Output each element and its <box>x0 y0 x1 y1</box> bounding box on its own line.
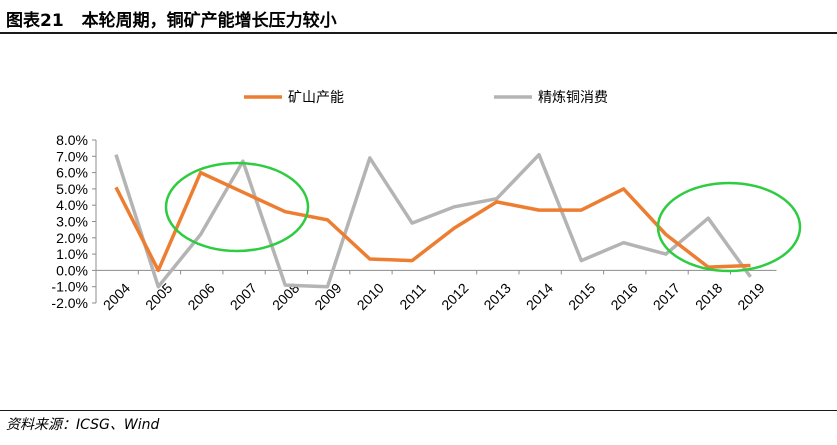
x-tick-label: 2011 <box>396 280 429 313</box>
highlight-ellipse <box>656 181 802 273</box>
figure-number: 图表21 <box>6 11 64 31</box>
source-note: 资料来源：ICSG、Wind <box>6 417 160 433</box>
x-tick-label: 2007 <box>227 280 260 313</box>
x-tick-label: 2006 <box>184 280 217 313</box>
x-tick-label: 2017 <box>650 280 683 313</box>
figure-title-text: 本轮周期，铜矿产能增长压力较小 <box>81 11 337 31</box>
x-tick-label: 2015 <box>565 280 598 313</box>
legend-label: 矿山产能 <box>288 90 344 106</box>
y-tick-label: 1.0% <box>56 246 88 262</box>
x-tick-label: 2004 <box>100 280 133 313</box>
legend-label: 精炼铜消费 <box>538 90 608 106</box>
figure-title: 图表21 本轮周期，铜矿产能增长压力较小 <box>6 6 337 31</box>
series-group <box>114 152 752 289</box>
x-tick-label: 2018 <box>692 280 725 313</box>
y-tick-label: 4.0% <box>56 197 88 213</box>
x-tick-label: 2013 <box>480 280 513 313</box>
x-tick-label: 2010 <box>354 280 387 313</box>
x-tick-label: 2019 <box>734 280 767 313</box>
y-tick-label: 6.0% <box>56 165 88 181</box>
x-tick-label: 2012 <box>438 280 471 313</box>
highlight-ellipse <box>164 161 310 253</box>
y-tick-label: 7.0% <box>56 148 88 164</box>
x-axis: 2004 2005 2006 2007 2008 2009 2010 2011 2012 2013… <box>95 269 777 313</box>
top-rule <box>0 32 837 34</box>
y-tick-label: -1.0% <box>51 279 88 295</box>
y-tick-label: 2.0% <box>56 230 88 246</box>
y-tick-label: 0.0% <box>56 262 88 278</box>
y-tick-label: 8.0% <box>56 132 88 148</box>
y-tick-label: 5.0% <box>56 181 88 197</box>
y-tick-label: -2.0% <box>51 295 88 311</box>
legend: 矿山产能 精炼铜消费 <box>244 90 608 106</box>
series-line-0 <box>114 170 751 273</box>
x-tick-label: 2016 <box>607 280 640 313</box>
x-tick-label: 2014 <box>523 280 556 313</box>
annotations <box>164 161 802 273</box>
bottom-rule <box>0 410 837 411</box>
y-tick-label: 3.0% <box>56 214 88 230</box>
y-axis: 8.0%7.0%6.0%5.0%4.0%3.0%2.0%1.0%0.0%-1.0… <box>51 132 97 311</box>
series-line-1 <box>114 152 752 289</box>
